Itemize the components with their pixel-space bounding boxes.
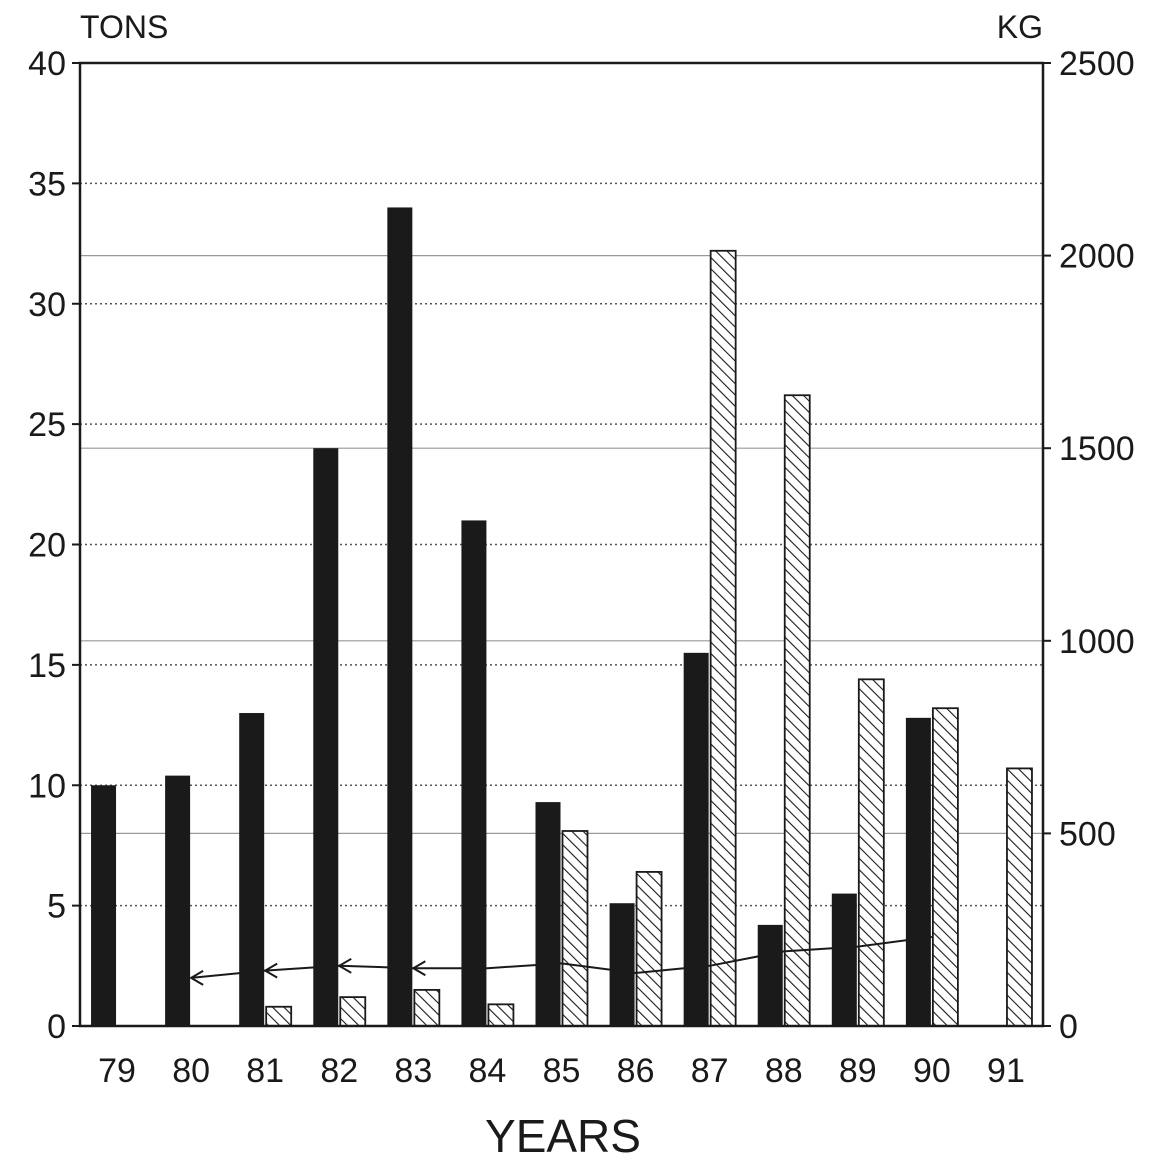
right-tick-label-500: 500 [1059, 815, 1116, 853]
x-tick-label-85: 85 [543, 1052, 581, 1090]
bar-hatched-87 [709, 249, 737, 1027]
trend-line-group [189, 935, 933, 986]
right-axis-unit-label: KG [997, 9, 1043, 45]
x-tick-label-80: 80 [172, 1052, 210, 1090]
bar-hatched-85 [561, 830, 589, 1027]
left-tick-label-15: 15 [28, 647, 66, 685]
bar-solid-79 [91, 785, 117, 1026]
x-tick-label-86: 86 [617, 1052, 655, 1090]
x-tick-label-84: 84 [469, 1052, 507, 1090]
bar-solid-84 [461, 520, 487, 1026]
bar-solid-87 [683, 652, 709, 1026]
bar-hatched-91 [1006, 767, 1033, 1027]
bar-hatched-90 [931, 707, 959, 1027]
right-axis-ticks: 0 500 1000 1500 2000 2500 [1043, 45, 1135, 1046]
trend-arrow-83 [411, 960, 426, 977]
bar-solid-89 [831, 893, 857, 1026]
bar-solid-80 [165, 775, 191, 1026]
left-tick-label-5: 5 [47, 888, 66, 926]
left-tick-label-35: 35 [28, 165, 66, 203]
left-tick-label-30: 30 [28, 286, 66, 324]
trend-arrow-80 [189, 969, 204, 986]
bar-hatched-84 [487, 1003, 515, 1027]
x-axis-title: YEARS [485, 1110, 641, 1162]
x-tick-label-89: 89 [839, 1052, 877, 1090]
bar-solid-83 [387, 207, 413, 1026]
right-tick-label-0: 0 [1059, 1008, 1078, 1046]
bar-hatched-83 [413, 988, 441, 1027]
x-tick-label-87: 87 [691, 1052, 729, 1090]
bar-hatched-89 [857, 678, 885, 1027]
left-tick-label-10: 10 [28, 767, 66, 805]
trend-line [191, 935, 933, 979]
trend-arrow-82 [337, 957, 352, 974]
right-tick-label-1000: 1000 [1059, 623, 1135, 661]
right-tick-label-1500: 1500 [1059, 430, 1135, 468]
bar-hatched-86 [635, 871, 663, 1027]
x-tick-label-81: 81 [246, 1052, 284, 1090]
left-axis-ticks: 0 5 10 15 20 25 30 35 40 [28, 45, 80, 1046]
right-tick-label-2000: 2000 [1059, 238, 1135, 276]
bar-solid-82 [313, 448, 339, 1026]
x-tick-label-91: 91 [987, 1052, 1025, 1090]
left-tick-label-25: 25 [28, 406, 66, 444]
x-tick-label-88: 88 [765, 1052, 803, 1090]
bar-hatched-82 [339, 996, 367, 1027]
bar-hatched-81 [265, 1005, 293, 1027]
bar-solid-85 [535, 802, 561, 1026]
bar-solid-90 [905, 717, 931, 1026]
bar-solid-88 [757, 924, 783, 1026]
x-tick-label-90: 90 [913, 1052, 951, 1090]
right-tick-label-2500: 2500 [1059, 45, 1135, 83]
bar-solid-86 [609, 903, 635, 1026]
x-tick-label-83: 83 [394, 1052, 432, 1090]
bars [91, 207, 1033, 1027]
gridlines [80, 182, 1043, 907]
x-tick-label-79: 79 [98, 1052, 136, 1090]
left-tick-label-40: 40 [28, 45, 66, 83]
left-tick-label-20: 20 [28, 527, 66, 565]
left-axis-unit-label: TONS [80, 9, 168, 45]
trend-arrow-81 [263, 962, 278, 979]
bar-hatched-88 [783, 394, 811, 1027]
bar-solid-81 [239, 713, 265, 1026]
x-axis-ticks: 79 80 81 82 83 84 85 86 87 88 89 90 91 [98, 1052, 1025, 1090]
left-tick-label-0: 0 [47, 1008, 66, 1046]
x-tick-label-82: 82 [320, 1052, 358, 1090]
